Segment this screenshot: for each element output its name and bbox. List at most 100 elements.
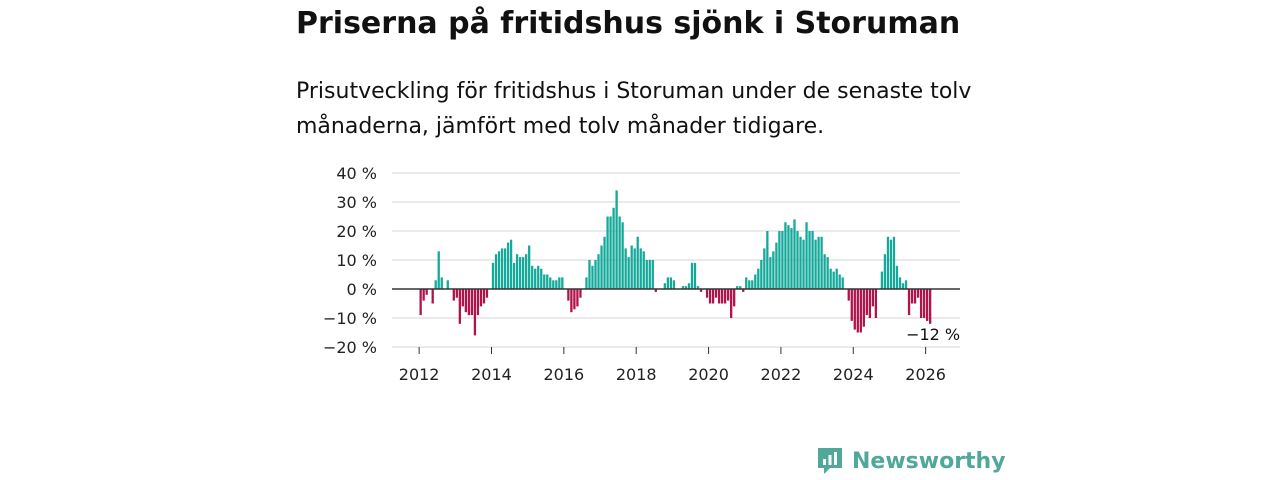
bar (522, 257, 525, 289)
bar (500, 248, 504, 289)
bar (802, 239, 805, 289)
bar (419, 289, 422, 316)
bar (612, 207, 615, 289)
bar (630, 245, 633, 289)
bar (904, 280, 908, 289)
bar (739, 286, 742, 289)
bar (573, 289, 576, 310)
bar (540, 268, 543, 289)
x-tick-label: 2020 (688, 365, 729, 384)
bar (929, 289, 932, 324)
bar (503, 248, 507, 289)
bar (452, 289, 455, 301)
bar (585, 277, 588, 289)
bar (663, 283, 666, 289)
bar (627, 257, 630, 289)
bar (651, 260, 654, 289)
bar (790, 228, 793, 289)
bar (555, 280, 558, 289)
bar (642, 251, 645, 289)
newsworthy-logo-icon (818, 448, 842, 474)
y-tick-label: 40 % (336, 164, 377, 183)
bar (745, 277, 748, 289)
bar (518, 257, 522, 289)
bar (835, 268, 838, 289)
bar (886, 236, 890, 289)
bar (591, 265, 594, 289)
bar (727, 289, 730, 301)
bar (588, 260, 591, 289)
bar (796, 231, 799, 289)
bar (537, 265, 540, 289)
bar (561, 277, 564, 289)
bar (868, 289, 871, 318)
bar (645, 260, 648, 289)
bar (841, 277, 844, 289)
bar (826, 257, 829, 289)
y-tick-label: 30 % (336, 193, 377, 212)
bar (829, 268, 832, 289)
bar (862, 289, 865, 327)
bar (467, 289, 471, 316)
x-tick-label: 2026 (905, 365, 946, 384)
bar (431, 289, 434, 304)
end-value-label: −12 % (906, 325, 960, 344)
bar (470, 289, 474, 316)
bar (464, 289, 468, 313)
bar (856, 289, 859, 333)
bar (485, 289, 489, 298)
bar (672, 280, 676, 289)
bar (838, 274, 841, 289)
bar (754, 274, 757, 289)
bar (763, 248, 766, 289)
bar (639, 248, 642, 289)
bar (799, 236, 802, 289)
bar-chart: 40 % 30 % 20 % 10 % 0 % −10 % −20 % 2012 2014 201… (323, 164, 960, 384)
bar (781, 231, 784, 289)
bar (907, 289, 911, 316)
bar (832, 271, 835, 289)
bar (434, 280, 437, 289)
bar (883, 254, 887, 289)
bar (681, 286, 685, 289)
bar (506, 242, 510, 289)
bar (784, 222, 787, 289)
newsworthy-logo-text: Newsworthy (852, 448, 1006, 474)
y-tick-label: 10 % (336, 251, 377, 270)
bar (425, 289, 428, 295)
bar (916, 289, 920, 298)
bar (775, 242, 778, 289)
bar (455, 289, 458, 298)
bar (624, 248, 627, 289)
bar (817, 236, 820, 289)
bar (666, 277, 669, 289)
bar (579, 289, 582, 298)
bar (600, 245, 603, 289)
bar (901, 283, 905, 289)
bar (654, 289, 657, 292)
bar (606, 216, 609, 289)
x-tick-label: 2014 (471, 365, 512, 384)
bar (515, 254, 519, 289)
bar (717, 289, 721, 304)
bar (528, 245, 531, 289)
bar (494, 254, 498, 289)
y-tick-label: −20 % (323, 338, 377, 357)
bar (437, 251, 440, 289)
bar (687, 283, 691, 289)
bar (497, 251, 501, 289)
bar (482, 289, 486, 304)
x-tick-label: 2018 (616, 365, 657, 384)
bar (461, 289, 464, 307)
bar (778, 231, 781, 289)
bar (853, 289, 856, 330)
bar (850, 289, 853, 321)
bar (730, 289, 733, 318)
bar (458, 289, 461, 324)
bar (769, 257, 772, 289)
bar (880, 271, 884, 289)
bar (766, 231, 769, 289)
bar (473, 289, 477, 336)
y-tick-label: 20 % (336, 222, 377, 241)
bar (512, 262, 516, 289)
